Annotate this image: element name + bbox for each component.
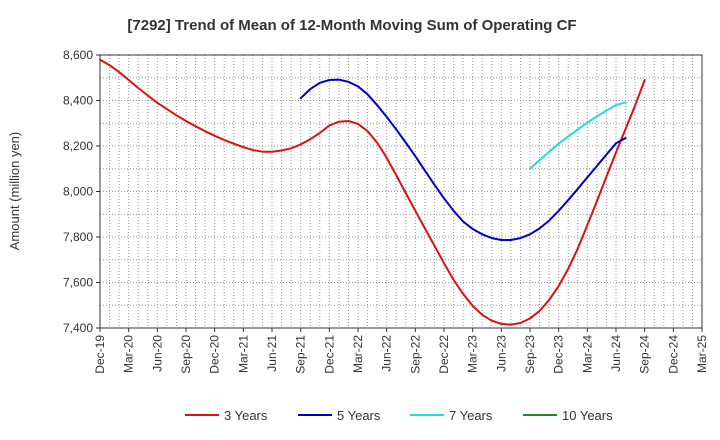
series-line-5-years bbox=[299, 78, 627, 241]
legend-label: 7 Years bbox=[449, 408, 493, 423]
y-tick-label: 8,000 bbox=[63, 185, 93, 199]
x-tick-label: Sep-20 bbox=[179, 335, 193, 374]
x-tick-label: Jun-22 bbox=[380, 335, 394, 372]
y-tick-label: 8,200 bbox=[63, 139, 93, 153]
x-tick-label: Dec-20 bbox=[208, 335, 222, 374]
x-tick-label: Jun-23 bbox=[494, 335, 508, 372]
x-tick-label: Sep-23 bbox=[523, 335, 537, 374]
x-tick-label: Mar-24 bbox=[580, 335, 594, 373]
x-tick-label: Sep-21 bbox=[294, 335, 308, 374]
x-tick-label: Mar-21 bbox=[236, 335, 250, 373]
y-tick-label: 8,400 bbox=[63, 94, 93, 108]
series-line-3-years bbox=[99, 58, 646, 326]
x-tick-label: Mar-22 bbox=[351, 335, 365, 373]
grid bbox=[100, 55, 702, 328]
x-tick-label: Jun-20 bbox=[150, 335, 164, 372]
x-tick-label: Dec-22 bbox=[437, 335, 451, 374]
y-axis-label: Amount (million yen) bbox=[7, 132, 22, 251]
y-tick-label: 8,600 bbox=[63, 48, 93, 62]
y-tick-label: 7,800 bbox=[63, 230, 93, 244]
series bbox=[99, 58, 646, 326]
legend-label: 10 Years bbox=[562, 408, 613, 423]
x-tick-label: Jun-24 bbox=[609, 335, 623, 372]
x-tick-label: Dec-24 bbox=[666, 335, 680, 374]
y-tick-label: 7,400 bbox=[63, 321, 93, 335]
x-tick-label: Jun-21 bbox=[265, 335, 279, 372]
chart-title: [7292] Trend of Mean of 12-Month Moving … bbox=[127, 17, 576, 34]
series-line-7-years bbox=[529, 101, 627, 170]
x-tick-label: Dec-21 bbox=[322, 335, 336, 374]
x-tick-label: Sep-22 bbox=[408, 335, 422, 374]
x-tick-label: Mar-20 bbox=[122, 335, 136, 373]
axes: 7,400 7,600 7,800 8,000 8,200 8,400 8,600 Dec-1… bbox=[63, 48, 709, 374]
y-tick-label: 7,600 bbox=[63, 276, 93, 290]
legend: 3 Years 5 Years 7 Years 10 Years bbox=[185, 408, 613, 423]
x-tick-label: Mar-25 bbox=[695, 335, 709, 373]
x-tick-label: Mar-23 bbox=[466, 335, 480, 373]
x-tick-label: Dec-23 bbox=[552, 335, 566, 374]
x-tick-label: Sep-24 bbox=[638, 335, 652, 374]
legend-label: 3 Years bbox=[224, 408, 268, 423]
legend-label: 5 Years bbox=[337, 408, 381, 423]
x-tick-label: Dec-19 bbox=[93, 335, 107, 374]
